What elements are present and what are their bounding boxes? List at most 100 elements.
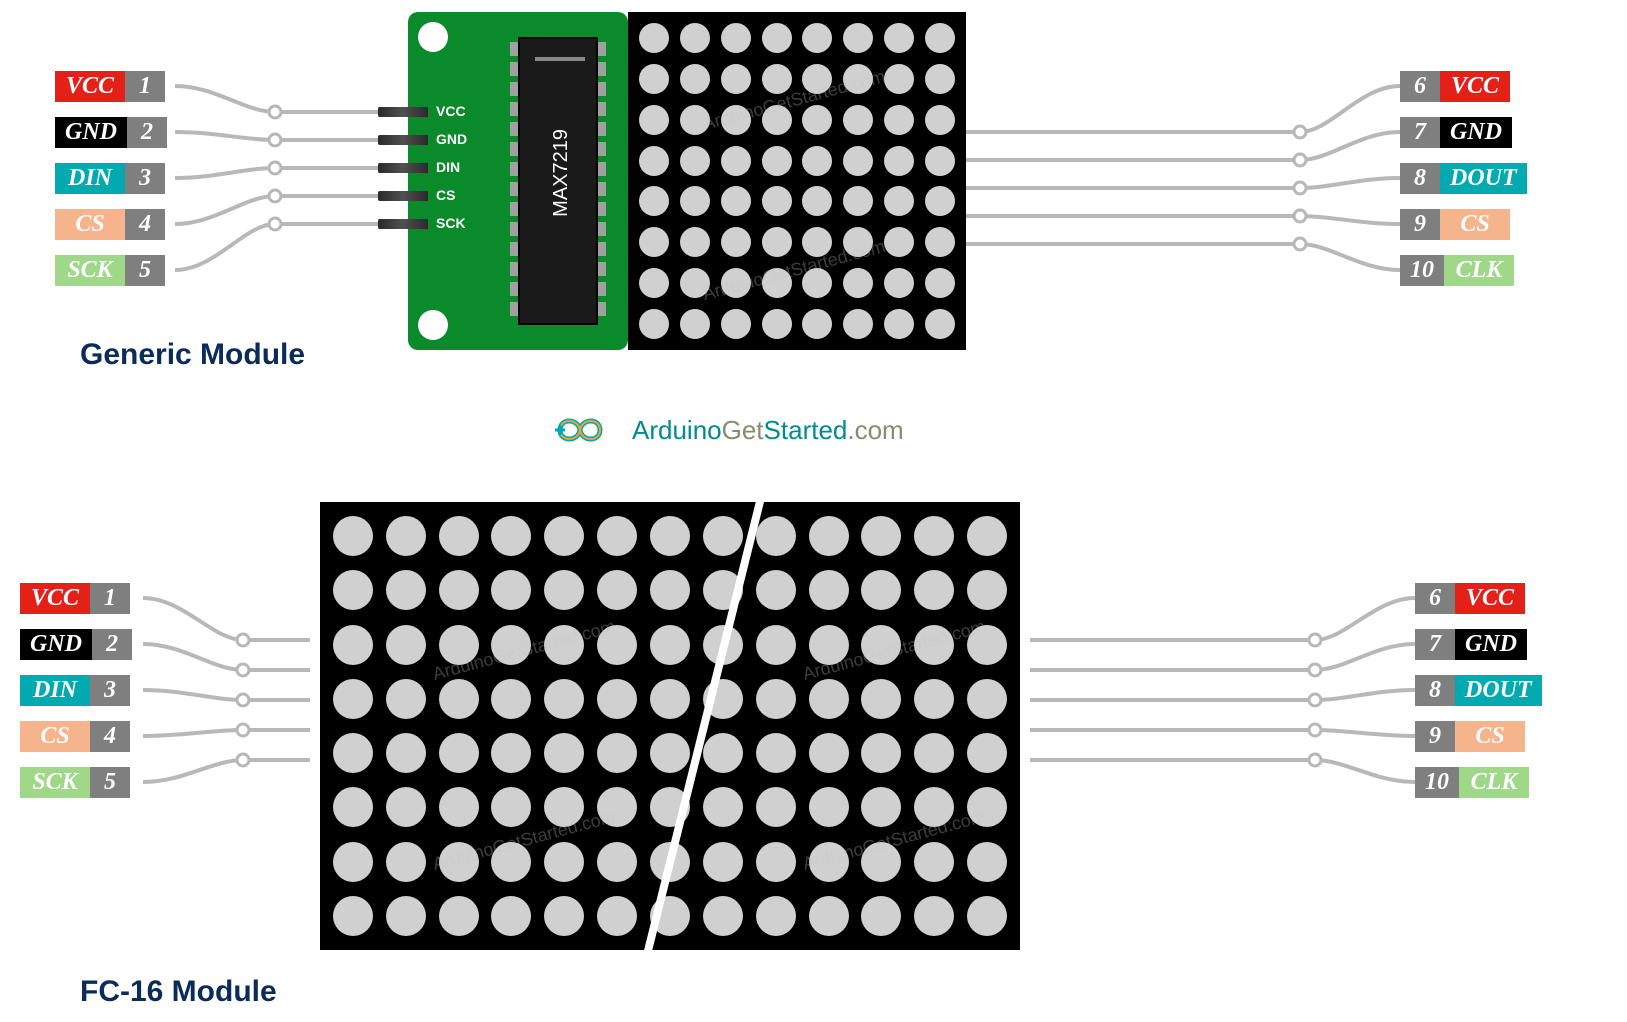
led-dot bbox=[809, 733, 849, 773]
led-dot bbox=[386, 842, 426, 882]
led-dot bbox=[756, 679, 796, 719]
led-dot bbox=[756, 787, 796, 827]
led-dot bbox=[597, 896, 637, 936]
led-dot bbox=[650, 516, 690, 556]
led-dot bbox=[809, 625, 849, 665]
led-dot bbox=[597, 842, 637, 882]
led-dot bbox=[967, 787, 1007, 827]
fc16-right-pins: 6 VCC 7 GND 8 DOUT 9 CS 10 CLK bbox=[1415, 582, 1542, 798]
led-dot bbox=[544, 787, 584, 827]
led-dot bbox=[861, 733, 901, 773]
led-dot bbox=[861, 570, 901, 610]
led-dot bbox=[544, 733, 584, 773]
led-dot bbox=[439, 625, 479, 665]
led-dot bbox=[650, 679, 690, 719]
led-dot bbox=[650, 625, 690, 665]
led-dot bbox=[861, 896, 901, 936]
led-dot bbox=[967, 896, 1007, 936]
led-dot bbox=[861, 679, 901, 719]
led-dot bbox=[439, 842, 479, 882]
led-dot bbox=[809, 679, 849, 719]
led-dot bbox=[756, 733, 796, 773]
led-dot bbox=[491, 625, 531, 665]
led-dot bbox=[703, 842, 743, 882]
led-dot bbox=[756, 842, 796, 882]
led-dot bbox=[967, 625, 1007, 665]
led-dot bbox=[333, 787, 373, 827]
led-dot bbox=[703, 733, 743, 773]
led-dot bbox=[333, 842, 373, 882]
led-dot bbox=[967, 842, 1007, 882]
led-dot bbox=[756, 516, 796, 556]
fc16-led-matrix bbox=[320, 502, 1020, 950]
led-dot bbox=[597, 516, 637, 556]
led-dot bbox=[597, 733, 637, 773]
led-dot bbox=[544, 625, 584, 665]
led-dot bbox=[333, 570, 373, 610]
led-dot bbox=[967, 516, 1007, 556]
pin-cs-label: CS bbox=[1440, 209, 1510, 240]
led-dot bbox=[439, 787, 479, 827]
led-dot bbox=[544, 842, 584, 882]
pin-row: 9 CS bbox=[1415, 720, 1542, 752]
led-dot bbox=[967, 570, 1007, 610]
led-dot bbox=[861, 516, 901, 556]
pin-clk-label: CLK bbox=[1459, 767, 1529, 798]
led-dot bbox=[703, 787, 743, 827]
led-dot bbox=[597, 679, 637, 719]
led-dot bbox=[544, 679, 584, 719]
led-dot bbox=[809, 516, 849, 556]
led-dot bbox=[861, 625, 901, 665]
led-dot bbox=[861, 842, 901, 882]
led-dot bbox=[439, 896, 479, 936]
led-dot bbox=[491, 516, 531, 556]
led-dot bbox=[386, 570, 426, 610]
led-dot bbox=[386, 733, 426, 773]
led-dot bbox=[386, 625, 426, 665]
led-dot bbox=[386, 679, 426, 719]
led-dot bbox=[967, 733, 1007, 773]
led-dot bbox=[491, 679, 531, 719]
pin-dout-label: DOUT bbox=[1440, 163, 1527, 194]
pin-row: 7 GND bbox=[1415, 628, 1542, 660]
led-dot bbox=[386, 516, 426, 556]
led-dot bbox=[439, 516, 479, 556]
pin-cs-label: CS bbox=[1455, 721, 1525, 752]
led-dot bbox=[386, 896, 426, 936]
led-dot bbox=[914, 516, 954, 556]
led-dot bbox=[439, 570, 479, 610]
led-dot bbox=[491, 787, 531, 827]
led-dot bbox=[914, 570, 954, 610]
led-dot bbox=[333, 625, 373, 665]
led-dot bbox=[914, 787, 954, 827]
led-dot bbox=[809, 787, 849, 827]
led-dot bbox=[333, 733, 373, 773]
led-dot bbox=[333, 896, 373, 936]
pin-gnd-label: GND bbox=[1455, 629, 1527, 660]
pin-vcc-label: VCC bbox=[1440, 71, 1510, 102]
led-dot bbox=[439, 679, 479, 719]
led-dot bbox=[491, 733, 531, 773]
led-dot bbox=[439, 733, 479, 773]
led-dot bbox=[597, 570, 637, 610]
led-dot bbox=[544, 516, 584, 556]
led-dot bbox=[491, 842, 531, 882]
pin-dout-label: DOUT bbox=[1455, 675, 1542, 706]
led-dot bbox=[491, 570, 531, 610]
pin-row: 10 CLK bbox=[1415, 766, 1542, 798]
led-dot bbox=[756, 570, 796, 610]
led-dot bbox=[491, 896, 531, 936]
led-dot bbox=[703, 516, 743, 556]
pin-row: 8 DOUT bbox=[1415, 674, 1542, 706]
led-dot bbox=[386, 787, 426, 827]
led-dot bbox=[703, 896, 743, 936]
led-dot bbox=[809, 842, 849, 882]
led-dot bbox=[914, 896, 954, 936]
led-dot bbox=[914, 842, 954, 882]
pin-clk-label: CLK bbox=[1444, 255, 1514, 286]
led-dot bbox=[914, 733, 954, 773]
pin-vcc-label: VCC bbox=[1455, 583, 1525, 614]
led-dot bbox=[597, 787, 637, 827]
led-dot bbox=[650, 733, 690, 773]
led-dot bbox=[914, 679, 954, 719]
